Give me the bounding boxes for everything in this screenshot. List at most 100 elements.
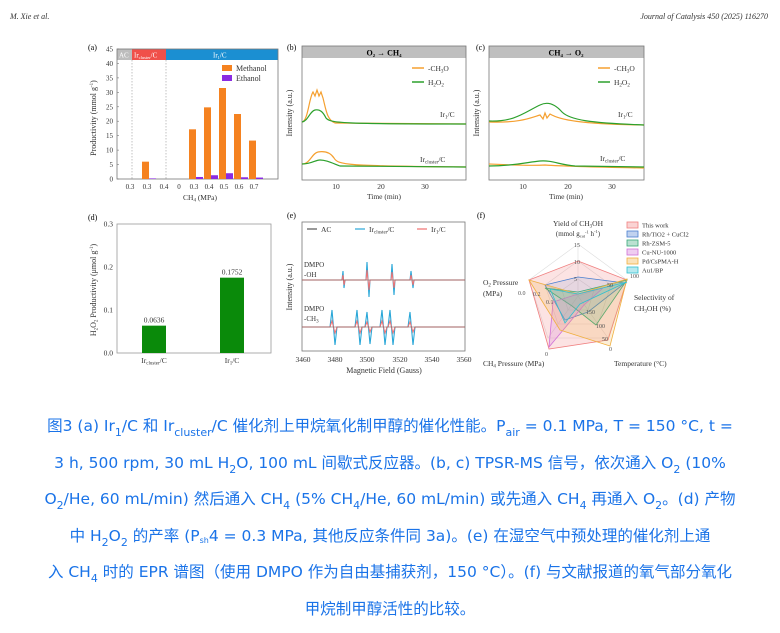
svg-text:0.7: 0.7 — [250, 183, 259, 191]
svg-text:Ethanol: Ethanol — [236, 74, 262, 83]
svg-text:Intensity (a.u.): Intensity (a.u.) — [285, 89, 294, 136]
panel-c: (c) CH₄ → O₂ -CH3O H2O2 Ir1/C Ircluster/… — [472, 43, 645, 201]
figure: (a) AC Ircluster/C Ir1/C 051015202530354… — [88, 43, 689, 375]
caption-text: /C 催化剂上甲烷氧化制甲醇的催化性能。P — [211, 417, 506, 435]
svg-text:100: 100 — [596, 324, 605, 330]
svg-text:Ir1/C: Ir1/C — [440, 110, 455, 121]
svg-text:15: 15 — [574, 243, 580, 249]
svg-text:Methanol: Methanol — [236, 64, 267, 73]
svg-text:Au1/BP: Au1/BP — [642, 268, 663, 275]
panel-e: (e) AC Ircluster/C Ir1/C DMPO -OH DMPO -… — [285, 211, 472, 375]
svg-text:50: 50 — [602, 337, 608, 343]
svg-text:CH4 Pressure (MPa): CH4 Pressure (MPa) — [483, 359, 545, 370]
svg-text:CH₄ → O₂: CH₄ → O₂ — [548, 49, 584, 58]
svg-text:10: 10 — [106, 147, 114, 155]
svg-text:3560: 3560 — [457, 355, 472, 364]
svg-text:5: 5 — [110, 161, 114, 169]
caption-text: (10% — [680, 453, 726, 472]
svg-text:Yield of CH3OH: Yield of CH3OH — [553, 219, 604, 230]
caption-line-3: O2/He, 60 mL/min) 然后通入 CH4 (5% CH4/He, 6… — [20, 481, 760, 518]
svg-text:50: 50 — [607, 283, 613, 289]
svg-text:Ir1/C: Ir1/C — [618, 110, 633, 121]
svg-text:0.3: 0.3 — [104, 220, 114, 229]
caption-subscript: 2 — [101, 535, 109, 549]
caption-subscript: cluster — [174, 426, 212, 439]
svg-text:3540: 3540 — [425, 355, 440, 364]
caption-subscript: 2 — [56, 499, 64, 512]
svg-text:30: 30 — [608, 182, 616, 191]
svg-text:20: 20 — [377, 182, 385, 191]
svg-text:25: 25 — [106, 103, 114, 111]
caption-text: 再通入 O — [586, 490, 656, 508]
caption-line-4: 中 H2O2 的产率 (Psh4 = 0.3 MPa, 其他反应条件同 3a)。… — [20, 518, 760, 555]
svg-text:0.3: 0.3 — [143, 183, 152, 191]
svg-text:-CH3O: -CH3O — [428, 64, 449, 75]
svg-text:100: 100 — [630, 274, 639, 280]
svg-text:0.0: 0.0 — [104, 349, 114, 358]
svg-text:Ircluster/C: Ircluster/C — [141, 356, 166, 367]
svg-text:H2O2: H2O2 — [614, 78, 630, 89]
svg-text:15: 15 — [106, 132, 114, 140]
caption-line-6: 甲烷制甲醇活性的比较。 — [304, 599, 476, 618]
svg-text:10: 10 — [519, 182, 527, 191]
caption-text: 中 H — [69, 526, 102, 545]
caption-subscript: 4 — [90, 572, 98, 585]
svg-text:Magnetic Field (Gauss): Magnetic Field (Gauss) — [346, 366, 422, 375]
svg-text:20: 20 — [564, 182, 572, 191]
caption-text: (5% CH — [290, 490, 354, 508]
svg-text:-CH3: -CH3 — [304, 315, 319, 325]
svg-text:Temperature (°C): Temperature (°C) — [614, 359, 667, 368]
caption-subscript: 4 — [579, 499, 587, 512]
caption-subscript: 2 — [673, 462, 681, 476]
svg-text:0.3: 0.3 — [126, 183, 135, 191]
svg-text:35: 35 — [106, 74, 114, 82]
svg-text:0: 0 — [545, 352, 548, 358]
svg-text:0.6: 0.6 — [235, 183, 244, 191]
svg-text:O2 Pressure: O2 Pressure — [483, 278, 519, 289]
caption-text: O, 100 mL 间歇式反应器。(b, c) TPSR-MS 信号，依次通入 … — [236, 453, 674, 472]
svg-text:Ircluster/C: Ircluster/C — [600, 154, 625, 165]
svg-text:Ir1/C: Ir1/C — [213, 52, 227, 61]
svg-text:40: 40 — [106, 60, 114, 68]
svg-text:0: 0 — [609, 347, 612, 353]
svg-text:0.0636: 0.0636 — [144, 316, 165, 325]
svg-text:0.0: 0.0 — [518, 291, 526, 297]
svg-text:DMPO: DMPO — [304, 261, 324, 269]
svg-text:Productivity (mmol g-1): Productivity (mmol g-1) — [89, 80, 98, 156]
caption-text: O — [108, 526, 121, 545]
caption-subscript: 2 — [229, 462, 237, 476]
caption-text: 3 h, 500 rpm, 30 mL H — [54, 453, 230, 472]
caption-text: 。(d) 产物 — [662, 490, 736, 508]
caption-subscript: 2 — [655, 499, 663, 512]
svg-text:This work: This work — [642, 223, 669, 230]
svg-text:10: 10 — [574, 260, 580, 266]
svg-text:3520: 3520 — [393, 355, 408, 364]
caption-text: 入 CH — [47, 563, 91, 581]
svg-text:3480: 3480 — [328, 355, 343, 364]
caption-subscript: 4 — [353, 499, 361, 512]
caption-subscript: sh — [199, 535, 209, 545]
caption-line-1: 图3 (a) Ir1/C 和 Ircluster/C 催化剂上甲烷氧化制甲醇的催… — [20, 408, 760, 445]
svg-text:30: 30 — [106, 89, 114, 97]
svg-text:AC: AC — [119, 52, 129, 60]
svg-text:Time (min): Time (min) — [549, 192, 584, 201]
panel-f: (f) Yield of CH3OH (mmol gcat-1 h-1) 15 … — [477, 211, 689, 370]
svg-text:Intensity (a.u.): Intensity (a.u.) — [472, 89, 481, 136]
svg-text:(mmol gcat-1 h-1): (mmol gcat-1 h-1) — [556, 229, 601, 239]
svg-text:(f): (f) — [477, 211, 485, 220]
svg-text:0.5: 0.5 — [220, 183, 229, 191]
svg-text:0.1: 0.1 — [546, 300, 554, 306]
svg-text:Selectivity of: Selectivity of — [634, 293, 675, 302]
svg-text:20: 20 — [106, 118, 114, 126]
caption-line-2: 3 h, 500 rpm, 30 mL H2O, 100 mL 间歇式反应器。(… — [20, 445, 760, 482]
svg-text:Rh/TiO2 + CuCl2: Rh/TiO2 + CuCl2 — [642, 232, 689, 239]
caption-text: 图3 (a) Ir — [47, 417, 115, 435]
svg-text:0.1752: 0.1752 — [222, 268, 243, 277]
svg-text:0.2: 0.2 — [533, 292, 541, 298]
svg-text:(MPa): (MPa) — [483, 289, 503, 298]
svg-text:H2O2: H2O2 — [428, 78, 444, 89]
caption-text: = 0.1 MPa, T = 150 °C, t = — [519, 417, 733, 435]
svg-text:0: 0 — [177, 183, 181, 191]
svg-text:0.1: 0.1 — [104, 306, 114, 315]
caption-subscript: 1 — [114, 426, 122, 439]
